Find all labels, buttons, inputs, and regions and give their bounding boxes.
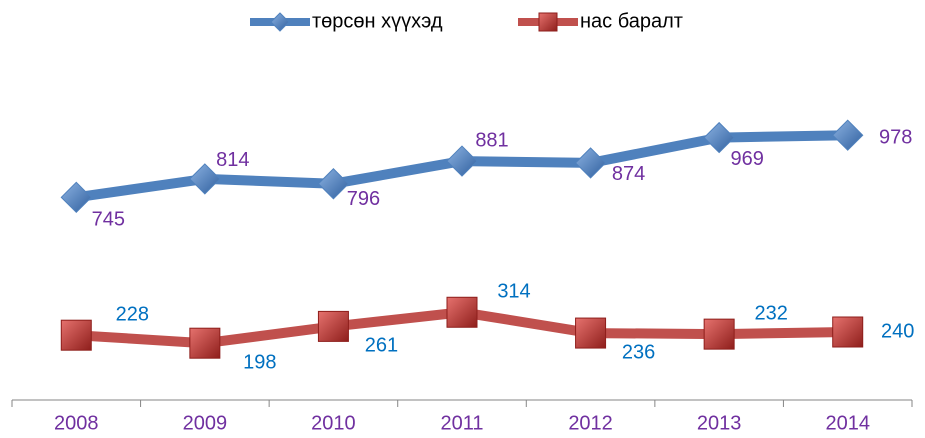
- data-label: 261: [365, 335, 398, 357]
- data-label: 978: [879, 126, 912, 148]
- data-label: 232: [754, 302, 787, 324]
- marker: [446, 145, 478, 177]
- marker: [317, 310, 349, 342]
- marker: [60, 181, 92, 214]
- x-tick-label: 2011: [440, 412, 483, 434]
- marker: [832, 316, 864, 348]
- marker: [189, 163, 221, 195]
- x-tick-label: 2008: [54, 412, 99, 434]
- x-tick-label: 2009: [183, 412, 228, 434]
- data-label: 796: [347, 188, 380, 210]
- marker: [317, 168, 350, 200]
- legend-marker: [270, 12, 290, 32]
- data-label: 745: [92, 209, 125, 231]
- marker: [189, 327, 221, 359]
- x-tick-label: 2010: [311, 412, 356, 434]
- data-label: 814: [216, 149, 249, 171]
- data-label: 874: [612, 163, 645, 185]
- data-label: 240: [881, 320, 914, 342]
- legend-label: нас баралт: [580, 10, 683, 32]
- x-tick-label: 2013: [697, 412, 742, 434]
- marker: [446, 296, 478, 328]
- marker: [832, 119, 864, 151]
- x-tick-label: 2012: [568, 412, 613, 434]
- legend-marker: [538, 12, 558, 32]
- data-label: 236: [622, 341, 655, 363]
- data-label: 198: [243, 351, 276, 373]
- marker: [703, 318, 735, 350]
- data-label: 228: [116, 303, 149, 325]
- legend-label: төрсөн хүүхэд: [312, 10, 443, 32]
- data-label: 881: [475, 129, 508, 151]
- marker: [575, 317, 607, 349]
- marker: [574, 147, 607, 179]
- marker: [60, 319, 92, 351]
- data-label: 969: [730, 148, 763, 170]
- marker: [703, 121, 735, 154]
- x-tick-label: 2014: [825, 412, 870, 434]
- data-label: 314: [497, 281, 530, 303]
